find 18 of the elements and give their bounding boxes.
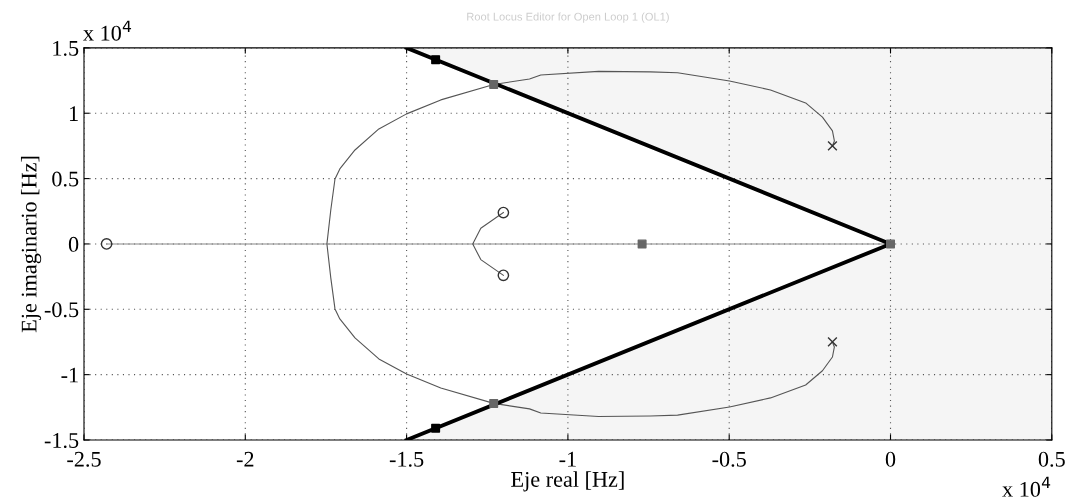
x-tick-label: -0.5 [712,451,746,467]
text: x 10$^{4}$ [1002,476,1051,497]
x-tick-label: -2.5 [67,451,101,467]
x-tick-label: 0.5 [1038,451,1065,467]
x-axis-title: Eje real [Hz] [511,471,624,492]
y-tick-label: -0.5 [44,302,79,318]
y-tick-label: -1 [61,367,78,383]
y-tick-label: 1 [69,106,78,121]
x-tick-label: 0 [885,451,896,467]
y-tick-label: 0 [68,236,79,252]
x-tick-label: -1.5 [389,451,424,467]
x-tick-label: -2 [236,451,254,467]
y-tick-label: 0.5 [52,171,79,187]
x-tick-label: -1 [559,451,576,467]
y-tick-label: 1.5 [53,40,79,56]
text: x 10$^{4}$ [83,20,132,41]
y-axis-title: Eje imaginario [Hz] [20,156,42,333]
y-tick-label: -1.5 [44,433,79,449]
